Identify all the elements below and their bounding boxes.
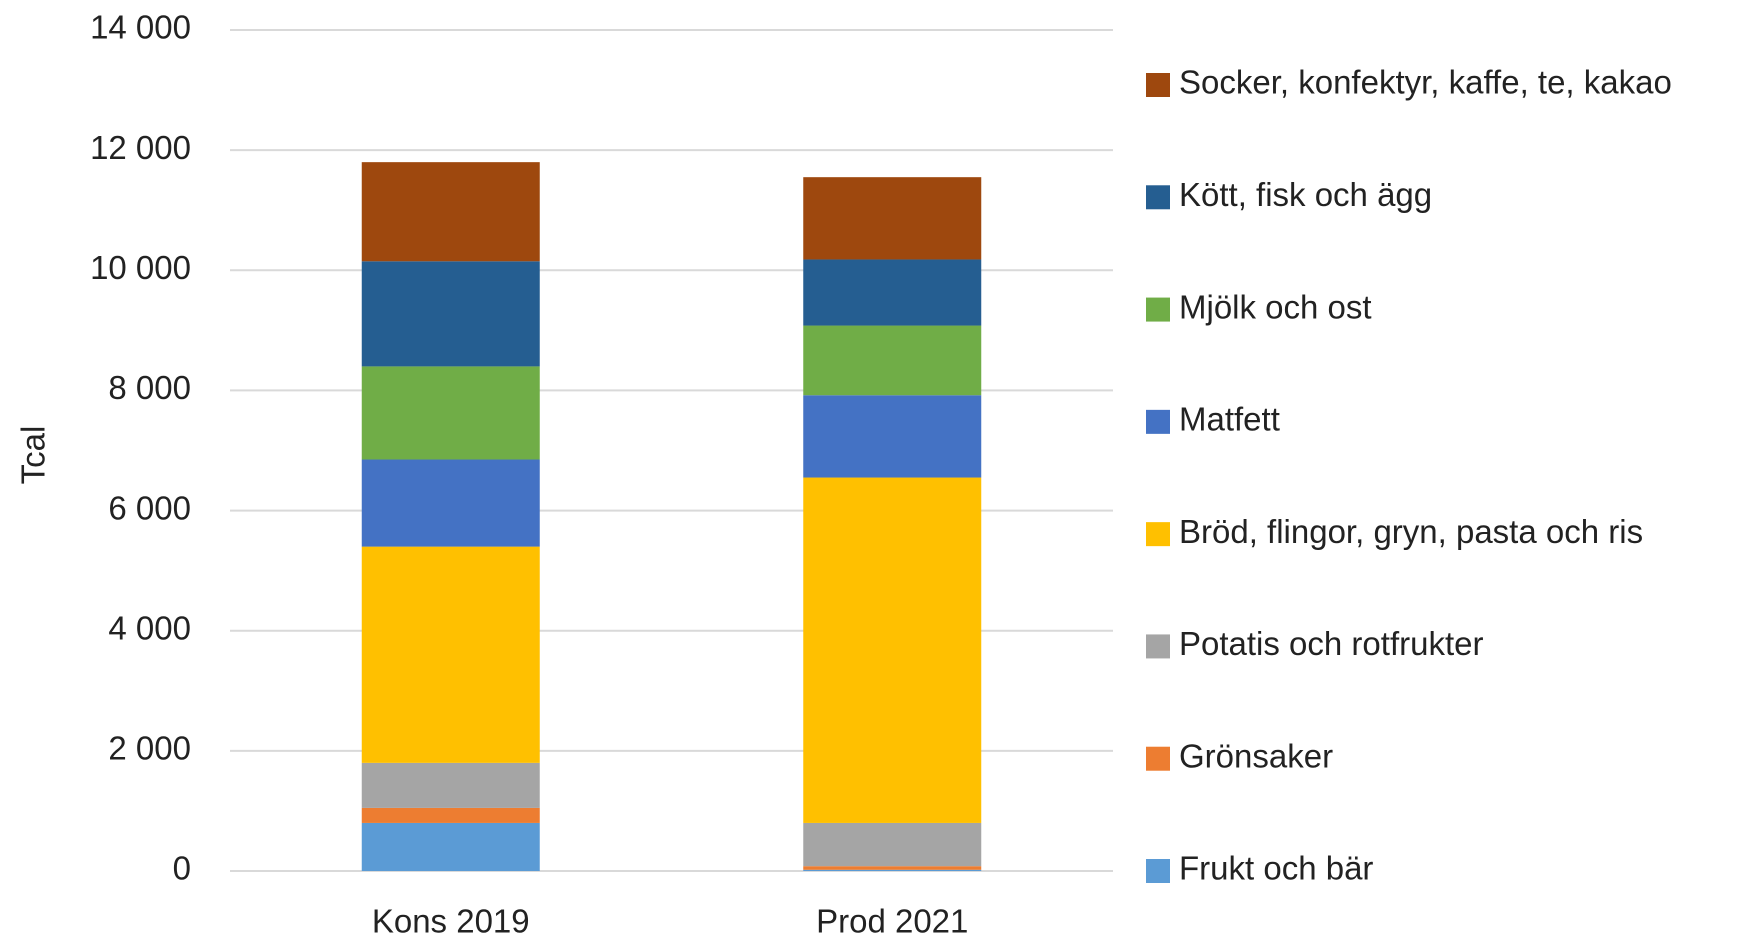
legend-swatch [1146, 185, 1170, 210]
bar-segment [361, 459, 540, 547]
legend-swatch [1146, 746, 1170, 771]
bar-segment [361, 546, 540, 763]
legend-label: Socker, konfektyr, kaffe, te, kakao [1179, 64, 1672, 101]
bar-segment [803, 259, 982, 326]
y-tick-label: 8 000 [108, 369, 191, 406]
legend-label: Grönsaker [1179, 737, 1333, 774]
y-tick-label: 6 000 [108, 489, 191, 526]
y-tick-label: 12 000 [90, 129, 191, 166]
legend-swatch [1146, 297, 1170, 322]
legend-swatch [1146, 409, 1170, 434]
y-tick-label: 14 000 [90, 9, 191, 46]
bar-segment [803, 869, 982, 871]
legend-label: Frukt och bär [1179, 850, 1373, 887]
legend-label: Bröd, flingor, gryn, pasta och ris [1179, 513, 1643, 550]
bar-segment [361, 822, 540, 871]
bar-segment [361, 807, 540, 823]
legend-swatch [1146, 859, 1170, 883]
bar-segment [803, 325, 982, 396]
y-tick-label: 10 000 [90, 249, 191, 286]
x-tick-label: Prod 2021 [816, 903, 968, 940]
bar-segment [803, 477, 982, 823]
legend-swatch [1146, 522, 1170, 547]
y-tick-label: 4 000 [108, 609, 191, 646]
legend-swatch [1146, 634, 1170, 659]
bar-segment [361, 261, 540, 367]
bar-segment [803, 822, 982, 867]
y-tick-label: 0 [173, 850, 191, 887]
legend-swatch [1146, 73, 1170, 97]
legend-label: Kött, fisk och ägg [1179, 176, 1432, 213]
bar-segment [803, 395, 982, 478]
y-tick-label: 2 000 [108, 730, 191, 767]
bar-segment [803, 866, 982, 870]
bar-segment [803, 177, 982, 260]
legend-label: Matfett [1179, 401, 1280, 438]
bar-segment [361, 762, 540, 808]
legend-label: Mjölk och ost [1179, 288, 1372, 325]
x-tick-label: Kons 2019 [372, 903, 530, 940]
bar-segment [361, 366, 540, 460]
legend-label: Potatis och rotfrukter [1179, 625, 1483, 662]
bar-segment [361, 162, 540, 262]
y-axis-label: Tcal [15, 426, 52, 485]
